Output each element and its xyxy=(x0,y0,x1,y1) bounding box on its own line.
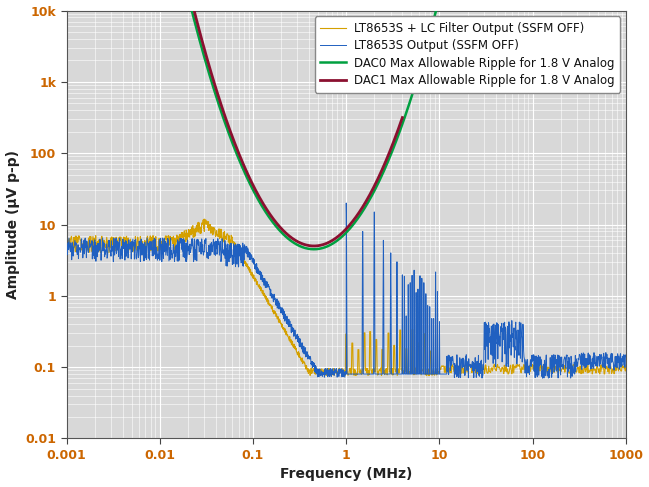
DAC1 Max Allowable Ripple for 1.8 V Analog xyxy=(310,243,317,249)
DAC1 Max Allowable Ripple for 1.8 V Analog xyxy=(260,203,268,209)
DAC0 Max Allowable Ripple for 1.8 V Analog xyxy=(310,246,317,252)
LT8653S Output (SSFM OFF) xyxy=(420,304,428,310)
LT8653S Output (SSFM OFF) xyxy=(622,353,630,359)
LT8653S + LC Filter Output (SSFM OFF) xyxy=(63,234,71,240)
Line: LT8653S + LC Filter Output (SSFM OFF): LT8653S + LC Filter Output (SSFM OFF) xyxy=(67,219,626,375)
DAC1 Max Allowable Ripple for 1.8 V Analog xyxy=(287,234,295,240)
DAC1 Max Allowable Ripple for 1.8 V Analog xyxy=(316,243,324,248)
Legend: LT8653S + LC Filter Output (SSFM OFF), LT8653S Output (SSFM OFF), DAC0 Max Allow: LT8653S + LC Filter Output (SSFM OFF), L… xyxy=(315,17,620,93)
LT8653S + LC Filter Output (SSFM OFF) xyxy=(310,370,318,376)
LT8653S Output (SSFM OFF) xyxy=(582,356,590,361)
DAC0 Max Allowable Ripple for 1.8 V Analog xyxy=(388,149,396,154)
DAC1 Max Allowable Ripple for 1.8 V Analog xyxy=(215,94,223,99)
LT8653S Output (SSFM OFF) xyxy=(539,375,546,381)
LT8653S + LC Filter Output (SSFM OFF) xyxy=(406,369,413,375)
DAC1 Max Allowable Ripple for 1.8 V Analog xyxy=(398,114,406,120)
LT8653S Output (SSFM OFF) xyxy=(342,200,350,206)
Line: LT8653S Output (SSFM OFF): LT8653S Output (SSFM OFF) xyxy=(67,203,626,378)
LT8653S Output (SSFM OFF) xyxy=(63,241,71,246)
DAC0 Max Allowable Ripple for 1.8 V Analog xyxy=(403,108,411,114)
LT8653S Output (SSFM OFF) xyxy=(530,354,537,359)
X-axis label: Frequency (MHz): Frequency (MHz) xyxy=(280,468,412,482)
LT8653S + LC Filter Output (SSFM OFF) xyxy=(426,373,434,378)
LT8653S + LC Filter Output (SSFM OFF) xyxy=(471,365,478,371)
LT8653S Output (SSFM OFF) xyxy=(313,374,321,380)
LT8653S Output (SSFM OFF) xyxy=(71,242,79,247)
Y-axis label: Amplitude (μV p-p): Amplitude (μV p-p) xyxy=(6,150,19,299)
LT8653S + LC Filter Output (SSFM OFF) xyxy=(165,242,173,248)
LT8653S + LC Filter Output (SSFM OFF) xyxy=(210,226,218,232)
LT8653S + LC Filter Output (SSFM OFF) xyxy=(201,216,208,222)
Line: DAC0 Max Allowable Ripple for 1.8 V Analog: DAC0 Max Allowable Ripple for 1.8 V Anal… xyxy=(67,0,626,249)
LT8653S + LC Filter Output (SSFM OFF) xyxy=(622,362,630,368)
Line: DAC1 Max Allowable Ripple for 1.8 V Analog: DAC1 Max Allowable Ripple for 1.8 V Anal… xyxy=(67,0,402,246)
LT8653S + LC Filter Output (SSFM OFF) xyxy=(393,373,401,378)
LT8653S Output (SSFM OFF) xyxy=(368,371,376,377)
DAC0 Max Allowable Ripple for 1.8 V Analog xyxy=(420,54,428,59)
